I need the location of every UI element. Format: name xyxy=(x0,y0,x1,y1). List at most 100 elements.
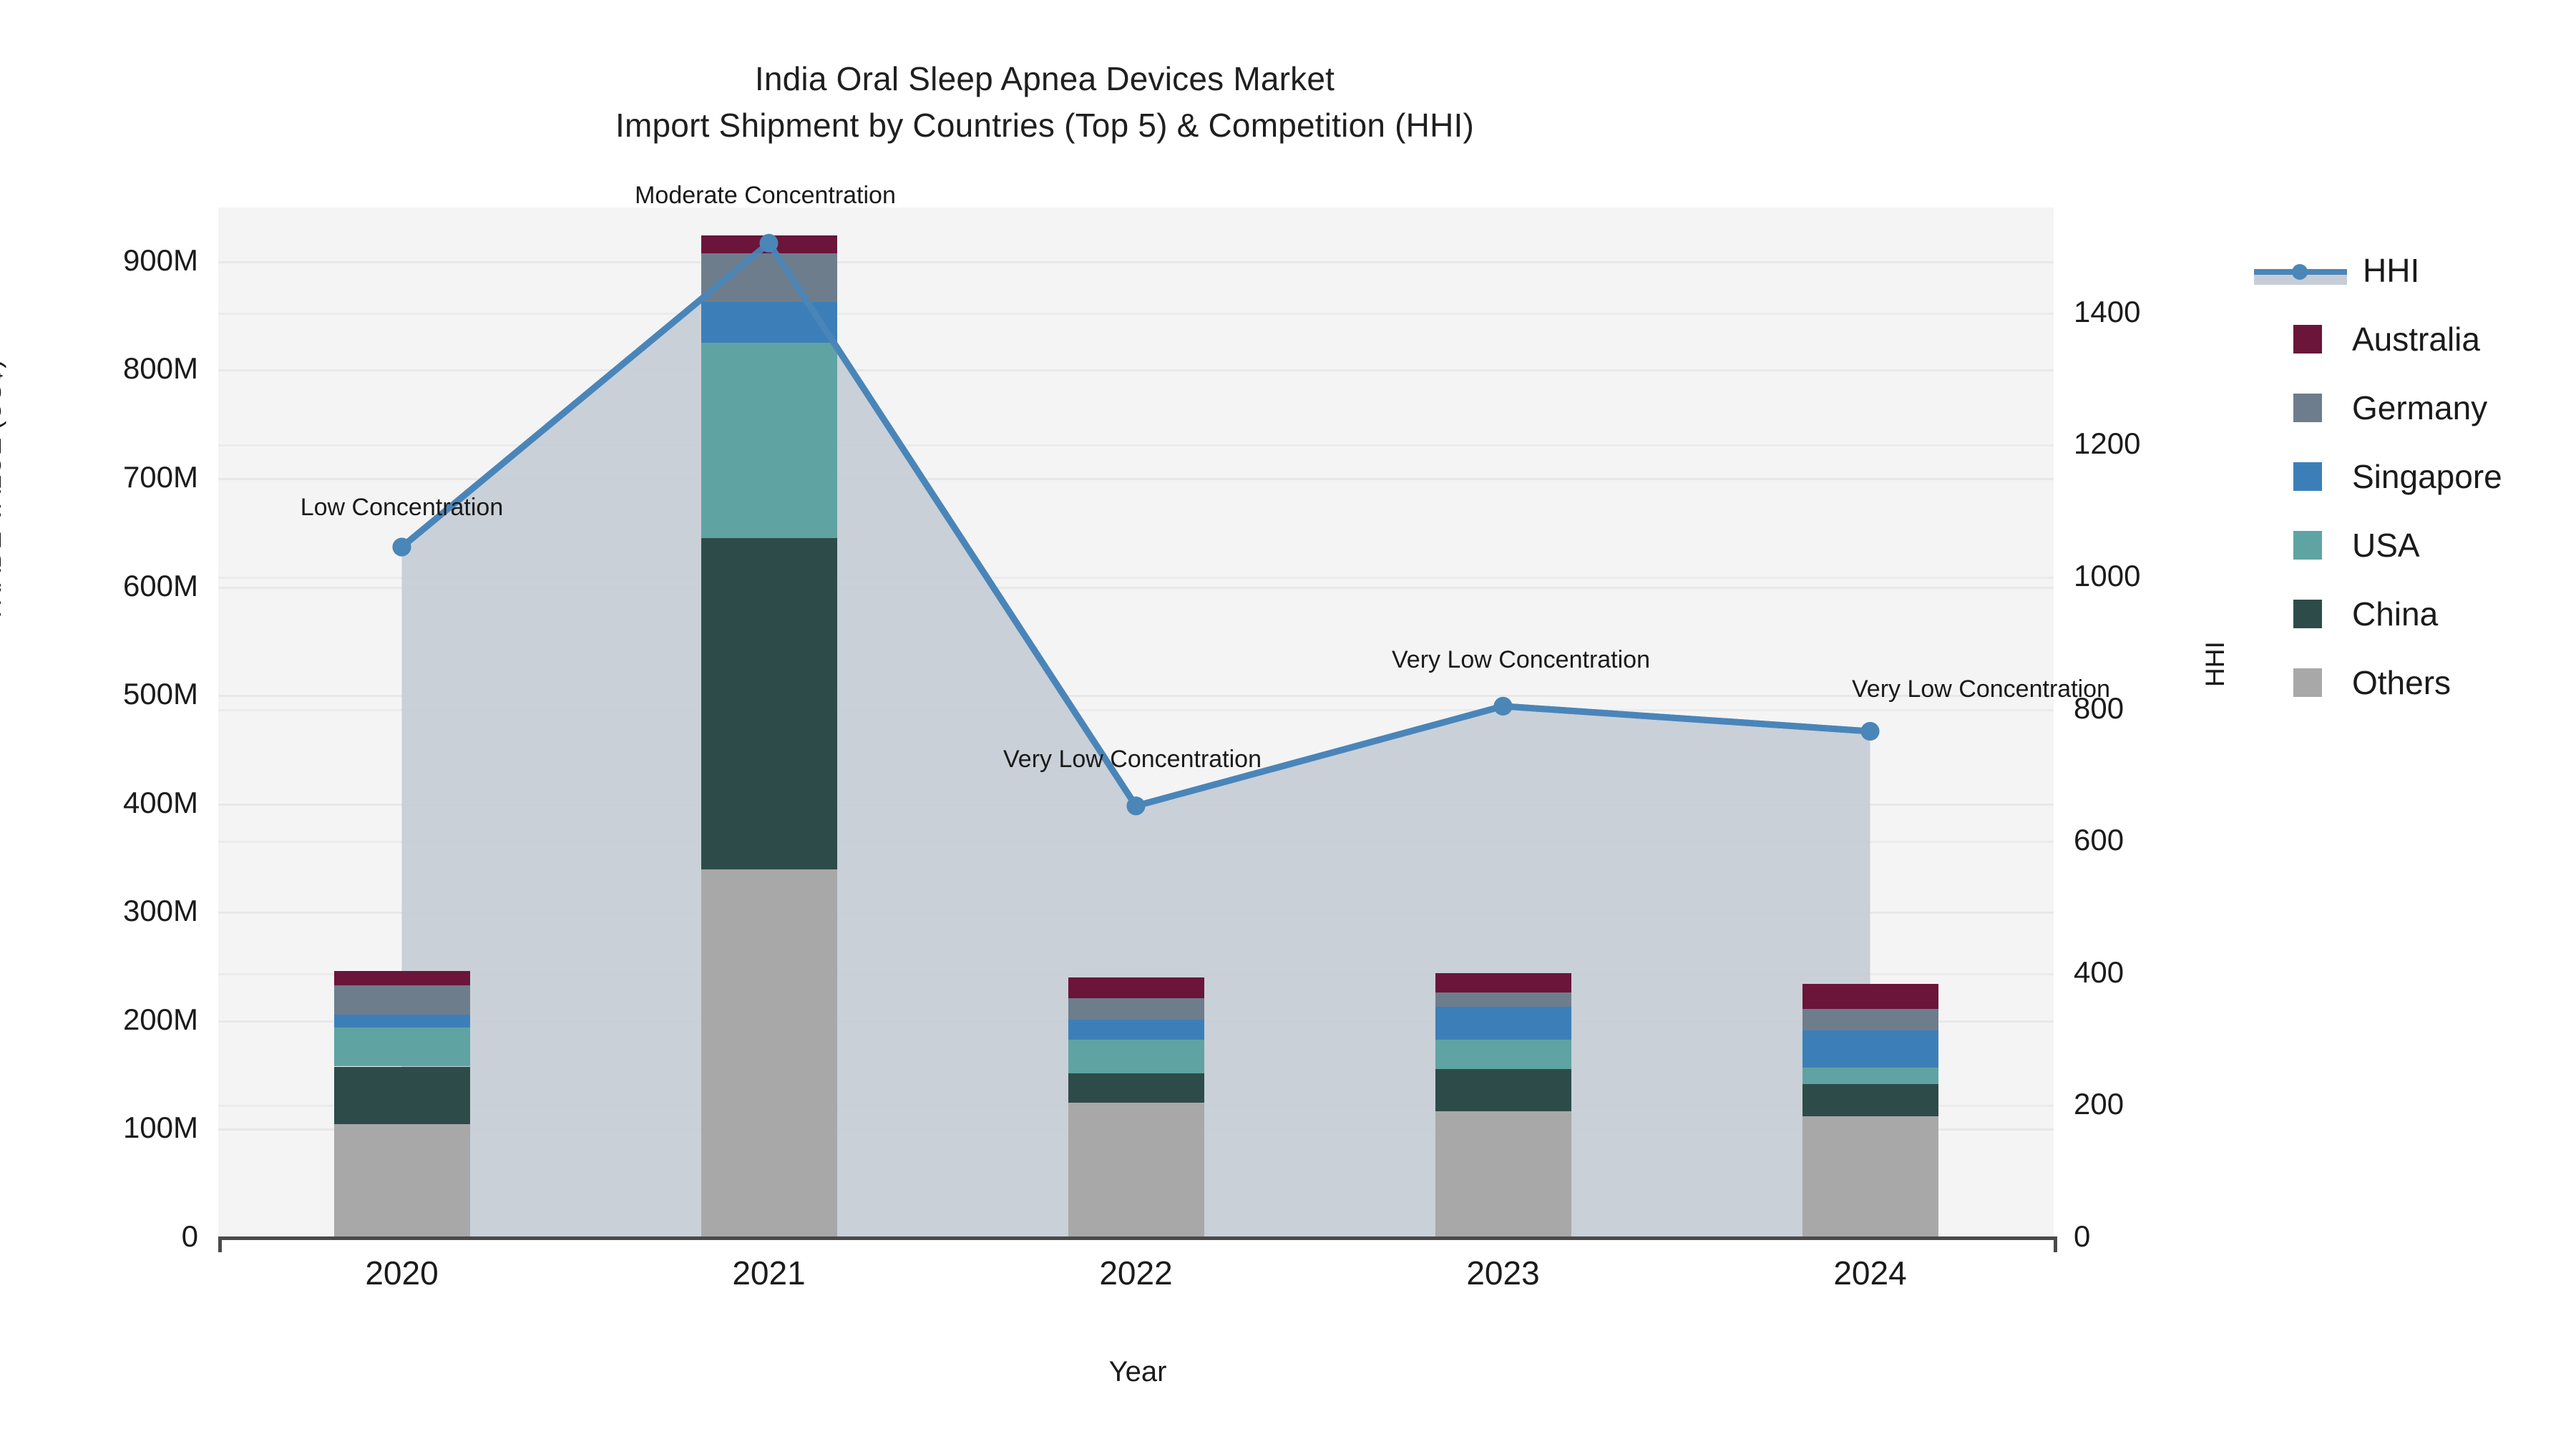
legend-item-germany[interactable]: Germany xyxy=(2254,374,2562,442)
x-tick-2022: 2022 xyxy=(1099,1254,1173,1292)
y-tick-left-900M: 900M xyxy=(122,243,198,277)
legend-label: China xyxy=(2352,595,2439,633)
y-tick-left-700M: 700M xyxy=(122,459,198,494)
x-tick-2024: 2024 xyxy=(1833,1254,1907,1292)
bar-segment-usa-2020 xyxy=(333,1027,470,1067)
gridline-right xyxy=(218,841,2054,844)
gridline-right xyxy=(218,444,2054,447)
bar-segment-others-2024 xyxy=(1802,1116,1938,1238)
legend-item-singapore[interactable]: Singapore xyxy=(2254,442,2562,511)
legend-swatch-icon-others xyxy=(2293,668,2322,697)
chart-title-line-1: India Oral Sleep Apnea Devices Market xyxy=(754,60,1335,97)
y-tick-left-400M: 400M xyxy=(122,785,198,819)
y-tick-left-600M: 600M xyxy=(122,568,198,602)
bar-segment-usa-2023 xyxy=(1435,1039,1571,1069)
legend-swatch-icon-australia xyxy=(2293,325,2322,353)
y-tick-left-800M: 800M xyxy=(122,351,198,386)
bar-segment-germany-2020 xyxy=(333,985,470,1015)
gridline-left xyxy=(218,912,2054,914)
bar-segment-usa-2021 xyxy=(701,343,837,539)
gridline-right xyxy=(218,972,2054,975)
gridline-left xyxy=(218,803,2054,806)
bar-segment-usa-2022 xyxy=(1068,1039,1204,1073)
legend-item-others[interactable]: Others xyxy=(2254,648,2562,717)
bar-segment-others-2021 xyxy=(701,869,837,1238)
bar-segment-singapore-2021 xyxy=(701,301,837,343)
bar-segment-germany-2022 xyxy=(1068,998,1204,1020)
bar-segment-china-2021 xyxy=(701,538,837,869)
y-tick-left-300M: 300M xyxy=(122,894,198,928)
legend-line-marker-icon xyxy=(2254,256,2347,285)
gridline-right xyxy=(218,312,2054,315)
bar-segment-usa-2024 xyxy=(1802,1068,1938,1084)
y-tick-right-600: 600 xyxy=(2074,823,2124,857)
y-tick-right-1000: 1000 xyxy=(2074,558,2141,592)
legend-item-usa[interactable]: USA xyxy=(2254,511,2562,580)
annotation-2020: Low Concentration xyxy=(300,494,504,522)
bar-segment-germany-2024 xyxy=(1802,1009,1938,1031)
bar-segment-others-2022 xyxy=(1068,1102,1204,1238)
bar-segment-singapore-2023 xyxy=(1435,1007,1571,1040)
x-axis-title: Year xyxy=(1108,1356,1167,1387)
bar-segment-china-2022 xyxy=(1068,1073,1204,1103)
legend-item-hhi[interactable]: HHI xyxy=(2254,236,2562,305)
annotation-2021: Moderate Concentration xyxy=(635,181,896,209)
annotation-2024: Very Low Concentration xyxy=(1852,675,2110,703)
bar-segment-others-2020 xyxy=(333,1123,470,1238)
y-tick-left-200M: 200M xyxy=(122,1002,198,1036)
bar-segment-others-2023 xyxy=(1435,1111,1571,1238)
y-tick-left-100M: 100M xyxy=(122,1111,198,1145)
y-axis-left-title: TRADE VALUE (US$) xyxy=(0,359,6,623)
bar-segment-australia-2024 xyxy=(1802,984,1938,1010)
y-axis-right-title: HHI xyxy=(2200,641,2230,687)
gridline-left xyxy=(218,477,2054,480)
bar-segment-germany-2023 xyxy=(1435,992,1571,1008)
x-tick-2023: 2023 xyxy=(1466,1254,1540,1292)
bar-segment-singapore-2024 xyxy=(1802,1030,1938,1068)
legend-label: Australia xyxy=(2352,321,2480,358)
bar-segment-australia-2022 xyxy=(1068,977,1204,998)
y-tick-right-1400: 1400 xyxy=(2074,294,2141,328)
legend-label: USA xyxy=(2352,527,2420,564)
y-tick-right-800: 800 xyxy=(2074,691,2124,725)
bar-segment-china-2024 xyxy=(1802,1083,1938,1117)
gridline-left xyxy=(218,695,2054,698)
y-tick-left-500M: 500M xyxy=(122,677,198,711)
x-tick-2021: 2021 xyxy=(732,1254,806,1292)
y-tick-left-0: 0 xyxy=(181,1219,198,1253)
x-axis-line xyxy=(218,1236,2057,1240)
bar-segment-singapore-2020 xyxy=(333,1014,470,1028)
gridline-left xyxy=(218,260,2054,263)
legend-label: HHI xyxy=(2363,252,2420,289)
y-tick-right-0: 0 xyxy=(2074,1219,2091,1253)
legend-swatch-icon-singapore xyxy=(2293,462,2322,491)
bar-segment-australia-2021 xyxy=(701,235,837,253)
bar-segment-australia-2023 xyxy=(1435,973,1571,993)
chart-title-line-2: Import Shipment by Countries (Top 5) & C… xyxy=(615,107,1474,145)
gridline-left xyxy=(218,586,2054,589)
y-tick-right-200: 200 xyxy=(2074,1087,2124,1121)
bar-segment-germany-2021 xyxy=(701,253,837,302)
annotation-2023: Very Low Concentration xyxy=(1392,645,1650,673)
x-tick-2020: 2020 xyxy=(365,1254,439,1292)
y-tick-right-1200: 1200 xyxy=(2074,426,2141,461)
legend-swatch-icon-china xyxy=(2293,600,2322,628)
annotation-2022: Very Low Concentration xyxy=(1003,746,1262,774)
bar-segment-australia-2020 xyxy=(333,971,470,985)
legend-label: Singapore xyxy=(2352,458,2502,495)
bar-segment-singapore-2022 xyxy=(1068,1020,1204,1040)
bar-segment-china-2023 xyxy=(1435,1068,1571,1111)
legend-swatch-icon-germany xyxy=(2293,394,2322,422)
legend-item-australia[interactable]: Australia xyxy=(2254,305,2562,374)
gridline-right xyxy=(218,708,2054,711)
legend-item-china[interactable]: China xyxy=(2254,580,2562,648)
legend-swatch-icon-usa xyxy=(2293,531,2322,560)
x-axis-cap-left xyxy=(218,1236,222,1252)
x-axis-cap-right xyxy=(2054,1236,2057,1252)
y-tick-right-400: 400 xyxy=(2074,955,2124,989)
chart-legend: HHI Australia Germany Singapore USA China Othe… xyxy=(2254,236,2562,717)
gridline-left xyxy=(218,369,2054,372)
legend-label: Germany xyxy=(2352,389,2488,426)
legend-label: Others xyxy=(2352,664,2451,701)
